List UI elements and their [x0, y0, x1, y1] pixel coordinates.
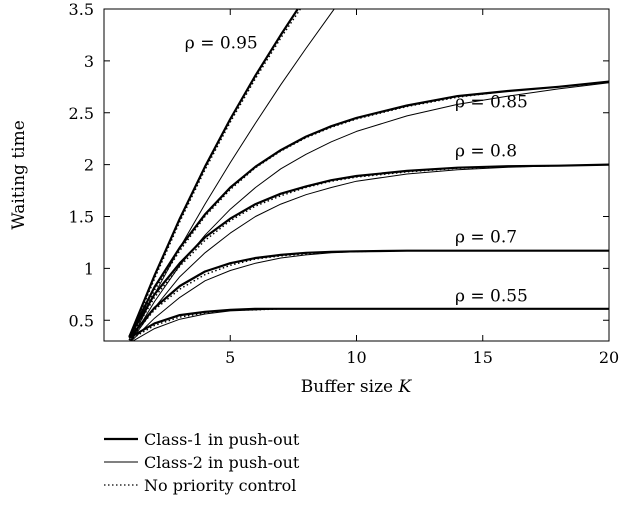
series-line-dotted [128, 80, 609, 341]
legend-label-nopriority: No priority control [144, 476, 296, 495]
y-tick-label: 2 [84, 156, 94, 175]
x-tick-label: 10 [346, 348, 366, 367]
x-tick-label: 20 [599, 348, 619, 367]
series-line-thin [130, 164, 609, 341]
legend-label-class2: Class-2 in push-out [144, 453, 300, 472]
series-line-dotted [128, 308, 609, 341]
series-group [128, 80, 609, 341]
series-line-thin [129, 82, 609, 341]
y-tick-label: 0.5 [69, 311, 94, 330]
series-layer [128, 9, 609, 341]
series-line-thick [128, 80, 609, 338]
y-tick-label: 3 [84, 52, 94, 71]
series-line-thin [129, 9, 335, 341]
series-line-dotted [128, 163, 609, 341]
y-tick-label: 1 [84, 259, 94, 278]
series-line-thin [131, 308, 609, 341]
series-group [128, 249, 609, 341]
series-line-dotted [128, 9, 302, 341]
x-tick-label: 15 [473, 348, 493, 367]
y-tick-label: 1.5 [69, 208, 94, 227]
series-group [128, 9, 335, 341]
rho-label: ρ = 0.95 [185, 33, 258, 53]
series-line-thick [128, 9, 300, 338]
legend-label-class1: Class-1 in push-out [144, 430, 300, 449]
annotation-layer: ρ = 0.55 ρ = 0.7 ρ = 0.8 ρ = 0.85 ρ = 0.95 [185, 33, 528, 306]
series-group [128, 163, 609, 341]
x-tick-label: 5 [225, 348, 235, 367]
series-group [128, 307, 609, 341]
rho-label: ρ = 0.8 [455, 141, 517, 161]
series-line-thick [128, 307, 609, 339]
series-line-thick [128, 249, 609, 339]
tick-layer: 5 10 15 20 0.5 1 1.5 2 2.5 3 3.5 [69, 0, 619, 367]
series-line-thin [130, 250, 609, 341]
rho-label: ρ = 0.85 [455, 93, 528, 113]
y-tick-label: 2.5 [69, 104, 94, 123]
rho-label: ρ = 0.55 [455, 287, 528, 307]
rho-label: ρ = 0.7 [455, 227, 517, 247]
legend: Class-1 in push-out Class-2 in push-out … [104, 430, 300, 495]
x-axis-title: Buffer size K [301, 377, 413, 397]
y-axis-title: Waiting time [9, 120, 29, 230]
y-tick-label: 3.5 [69, 0, 94, 19]
series-line-dotted [128, 249, 609, 341]
